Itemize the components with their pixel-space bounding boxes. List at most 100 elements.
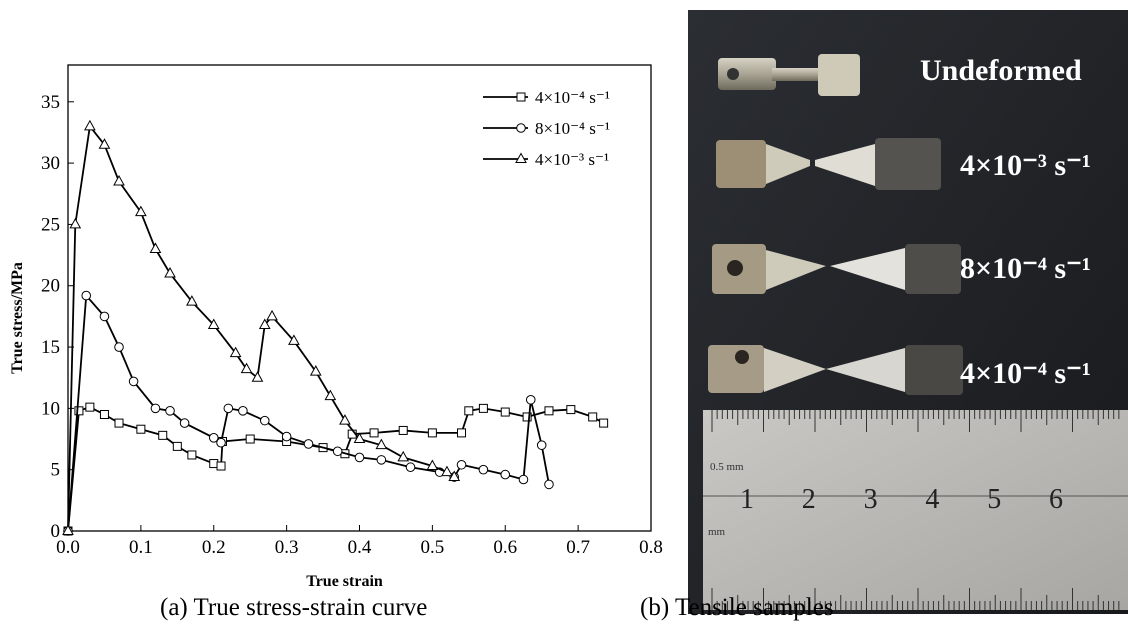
marker	[74, 406, 84, 416]
series-line	[67, 406, 605, 532]
marker	[259, 415, 270, 426]
y-tick-label: 15	[41, 337, 60, 358]
y-axis-title: True stress/MPa	[9, 262, 26, 374]
marker	[376, 455, 387, 465]
marker	[525, 394, 536, 405]
x-tick-label: 0.4	[348, 537, 372, 558]
marker	[136, 424, 146, 434]
caption: (a) True stress-strain curve	[160, 594, 427, 621]
marker	[288, 334, 300, 345]
marker	[135, 205, 147, 217]
marker	[186, 295, 198, 306]
marker	[281, 431, 292, 442]
photo-label: Undeformed	[920, 54, 1082, 87]
legend-label: 4×10⁻³ s⁻¹	[535, 150, 609, 169]
marker	[309, 365, 322, 376]
marker	[441, 465, 453, 477]
y-tick-label: 10	[41, 398, 60, 419]
marker	[456, 459, 467, 470]
y-tick-label: 30	[41, 153, 60, 174]
marker	[478, 403, 488, 413]
marker	[405, 462, 416, 473]
marker	[397, 450, 410, 462]
legend-label: 8×10⁻⁴ s⁻¹	[535, 119, 610, 138]
marker	[339, 414, 351, 425]
ruler-number: 1	[740, 484, 754, 515]
marker	[158, 430, 168, 440]
marker	[223, 403, 234, 414]
marker	[238, 406, 248, 416]
marker	[353, 432, 366, 444]
x-axis-title: True strain	[306, 573, 383, 590]
marker	[544, 406, 554, 416]
marker	[303, 439, 314, 449]
marker	[398, 425, 408, 435]
marker	[179, 418, 190, 428]
marker	[266, 309, 278, 321]
marker	[516, 92, 526, 102]
y-tick-label: 25	[41, 214, 60, 235]
marker	[150, 403, 161, 414]
marker	[62, 524, 74, 535]
marker	[113, 174, 125, 186]
ruler-unit-label: mm	[708, 526, 726, 538]
marker	[544, 479, 554, 490]
marker	[324, 389, 337, 401]
y-tick-label: 5	[51, 460, 61, 481]
marker	[208, 433, 219, 443]
x-tick-label: 0.1	[129, 537, 153, 558]
marker	[258, 318, 271, 329]
marker	[515, 152, 527, 163]
marker	[427, 428, 437, 438]
sample-undeformed	[718, 54, 860, 96]
series-line	[67, 293, 550, 532]
x-tick-label: 0.7	[566, 537, 590, 558]
marker	[85, 402, 95, 412]
marker	[457, 428, 467, 438]
marker	[164, 266, 176, 278]
x-tick-label: 0.6	[493, 537, 517, 558]
marker	[354, 452, 365, 463]
marker	[216, 461, 226, 471]
sample-1	[716, 138, 941, 190]
marker	[332, 446, 343, 457]
marker	[588, 412, 598, 422]
x-tick-label: 0.0	[56, 537, 80, 558]
marker	[81, 290, 92, 301]
y-tick-label: 20	[41, 276, 60, 297]
marker	[149, 242, 162, 253]
marker	[448, 470, 461, 482]
marker	[375, 438, 388, 450]
marker	[536, 440, 547, 450]
photo-label: 4×10⁻⁴ s⁻¹	[960, 357, 1091, 390]
marker	[172, 441, 182, 451]
marker	[245, 434, 255, 444]
marker	[84, 119, 96, 131]
x-tick-label: 0.8	[639, 537, 663, 558]
marker	[566, 405, 576, 415]
marker	[99, 410, 109, 419]
ruler-number: 3	[864, 484, 878, 515]
photo: Undeformed 4×10⁻³ s⁻¹ 8×10⁻⁴ s⁻¹ 4×10⁻⁴ …	[688, 10, 1128, 614]
marker	[478, 464, 489, 475]
marker	[426, 459, 439, 471]
ruler-number: 5	[987, 484, 1001, 515]
marker	[229, 346, 242, 358]
marker	[464, 406, 474, 416]
marker	[114, 418, 124, 428]
ruler-number: 4	[925, 484, 939, 515]
marker	[187, 450, 197, 460]
marker	[207, 318, 220, 329]
ruler	[703, 410, 1128, 610]
marker	[522, 412, 532, 422]
legend-label: 4×10⁻⁴ s⁻¹	[535, 88, 610, 107]
x-tick-label: 0.5	[421, 537, 445, 558]
marker	[369, 428, 379, 438]
photo-label: 4×10⁻³ s⁻¹	[960, 149, 1091, 182]
caption: (b) Tensile samples	[640, 594, 834, 621]
marker	[251, 371, 264, 382]
marker	[518, 474, 529, 485]
y-tick-label: 0	[51, 521, 61, 542]
